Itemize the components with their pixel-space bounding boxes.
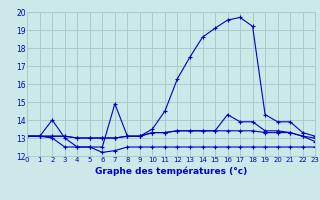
X-axis label: Graphe des températures (°c): Graphe des températures (°c): [95, 166, 247, 176]
